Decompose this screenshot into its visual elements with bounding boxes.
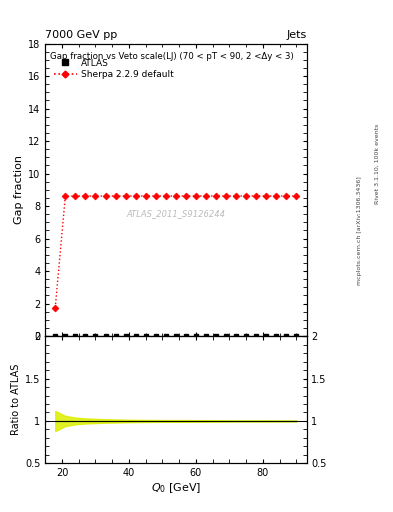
Text: 7000 GeV pp: 7000 GeV pp bbox=[45, 30, 118, 40]
Legend: ATLAS, Sherpa 2.2.9 default: ATLAS, Sherpa 2.2.9 default bbox=[52, 57, 176, 81]
Y-axis label: Gap fraction: Gap fraction bbox=[14, 155, 24, 224]
X-axis label: $Q_0$ [GeV]: $Q_0$ [GeV] bbox=[151, 481, 201, 495]
Text: ATLAS_2011_S9126244: ATLAS_2011_S9126244 bbox=[127, 209, 225, 218]
Y-axis label: Ratio to ATLAS: Ratio to ATLAS bbox=[11, 364, 21, 435]
Text: Jets: Jets bbox=[286, 30, 307, 40]
Text: mcplots.cern.ch [arXiv:1306.3436]: mcplots.cern.ch [arXiv:1306.3436] bbox=[357, 176, 362, 285]
Text: Rivet 3.1.10, 100k events: Rivet 3.1.10, 100k events bbox=[375, 124, 380, 204]
Text: Gap fraction vs Veto scale(LJ) (70 < pT < 90, 2 <Δy < 3): Gap fraction vs Veto scale(LJ) (70 < pT … bbox=[50, 52, 294, 61]
